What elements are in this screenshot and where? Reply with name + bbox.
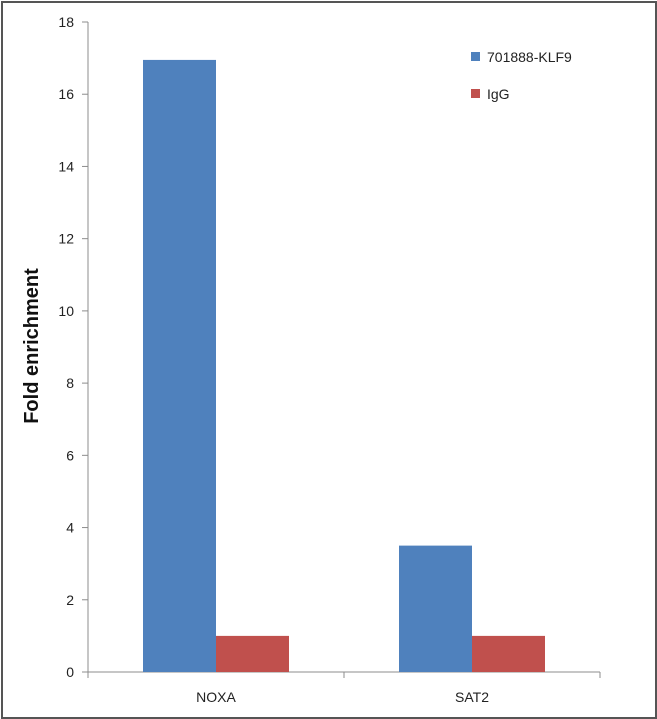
x-tick-label: SAT2 [455,689,489,705]
tick-labels: 0 2 4 6 8 10 12 14 16 18 NOXA SAT2 [58,14,489,705]
bar-igg-sat2 [472,635,545,672]
legend-swatch [471,52,480,61]
y-tick-label: 12 [58,231,74,247]
y-tick-label: 4 [66,520,74,536]
y-tick-label: 2 [66,592,74,608]
legend-label: 701888-KLF9 [487,49,572,65]
bar-701888-klf9-noxa [143,59,216,672]
x-tick-label: NOXA [196,689,236,705]
y-tick-label: 10 [58,303,74,319]
y-tick-label: 8 [66,375,74,391]
legend-label: IgG [487,86,510,102]
y-tick-label: 18 [58,14,74,30]
y-axis-title: Fold enrichment [21,268,43,424]
bar-701888-klf9-sat2 [399,545,472,672]
y-tick-label: 14 [58,158,74,174]
bars [143,59,545,672]
bar-igg-noxa [216,635,289,672]
legend-swatch [471,89,480,98]
y-tick-label: 16 [58,86,74,102]
legend: 701888-KLF9 IgG [471,49,572,102]
y-tick-label: 6 [66,447,74,463]
y-tick-label: 0 [66,664,74,680]
